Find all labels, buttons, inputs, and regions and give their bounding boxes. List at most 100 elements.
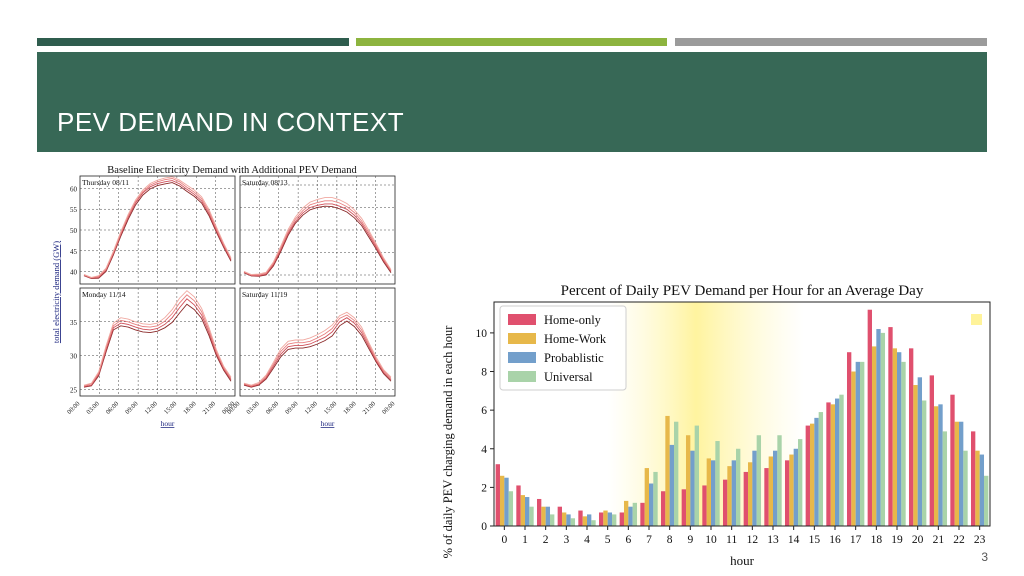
- y-tick-label: 40: [70, 269, 78, 277]
- line-panel: 40 45 50 55 60 Thursday 08/11: [70, 175, 236, 285]
- x-tick-label: 9: [687, 534, 693, 546]
- bar: [570, 518, 576, 526]
- y-tick-label: 55: [70, 206, 78, 214]
- bar: [649, 483, 654, 526]
- bar: [913, 385, 918, 526]
- bar: [669, 444, 675, 526]
- bar: [846, 352, 852, 526]
- bar: [722, 479, 728, 526]
- y-tick-label: 25: [70, 386, 78, 394]
- plot-frame: [493, 301, 991, 527]
- bar: [561, 512, 567, 526]
- y-tick-label: 2: [481, 482, 487, 494]
- bar: [929, 375, 934, 526]
- bar: [784, 460, 790, 526]
- bar: [984, 475, 989, 526]
- bar: [731, 460, 737, 526]
- line-panel: 25 30 35 Monday 11/14 00:00 03:00 06:00 09:00 12…: [66, 287, 236, 428]
- bar: [970, 431, 976, 526]
- bar: [508, 491, 514, 526]
- demand-line: [243, 197, 392, 275]
- x-tick-label: 10: [705, 534, 717, 546]
- x-tick-label: 03:00: [85, 400, 100, 415]
- bar: [628, 506, 633, 526]
- bar: [550, 514, 555, 526]
- bar: [830, 404, 835, 526]
- bar: [743, 471, 748, 526]
- x-tick-label: 3: [563, 534, 569, 546]
- demand-line: [243, 320, 392, 388]
- baseline-chart-title: Baseline Electricity Demand with Additio…: [107, 165, 357, 176]
- bar: [674, 421, 679, 526]
- bar: [768, 456, 773, 526]
- x-tick-label: 19: [891, 534, 903, 546]
- x-tick-label: 21:00: [362, 400, 377, 415]
- accent-bar-light-green: [356, 38, 667, 46]
- bar: [612, 514, 617, 526]
- bar: [665, 415, 670, 526]
- panel-label: Monday 11/14: [82, 290, 126, 299]
- demand-line: [83, 294, 232, 387]
- accent-bar-dark-green: [37, 38, 349, 46]
- bar: [644, 468, 649, 526]
- bar: [727, 466, 732, 526]
- x-tick-label: 00:00: [66, 400, 81, 415]
- x-tick-label: 16: [829, 534, 841, 546]
- x-tick-label: 14: [788, 534, 800, 546]
- x-tick-label: 06:00: [265, 400, 280, 415]
- highlight-legend-swatch: [971, 314, 982, 325]
- legend-swatch: [508, 371, 536, 382]
- bar-chart-title: Percent of Daily PEV Demand per Hour for…: [561, 283, 924, 299]
- bar: [954, 421, 959, 526]
- bar: [777, 435, 782, 526]
- bar: [835, 398, 840, 526]
- bar: [764, 468, 769, 526]
- bar: [876, 329, 881, 526]
- panel-label: Thursday 08/11: [82, 178, 129, 187]
- bar: [632, 502, 638, 526]
- bar: [938, 404, 943, 526]
- legend-swatch: [508, 352, 536, 363]
- x-tick-label: 15:00: [163, 400, 178, 415]
- bar: [603, 510, 608, 526]
- bar: [591, 520, 596, 526]
- y-tick-label: 4: [481, 444, 487, 456]
- bar: [860, 361, 865, 526]
- bar: [942, 431, 948, 526]
- x-tick-label: 09:00: [124, 400, 139, 415]
- x-tick-label: 12:00: [143, 400, 158, 415]
- bar: [504, 477, 509, 526]
- bar: [867, 309, 872, 526]
- bar: [736, 448, 741, 526]
- x-tick-label: 15:00: [323, 400, 338, 415]
- bar: [798, 439, 803, 526]
- bar: [917, 377, 923, 526]
- x-tick-label: 03:00: [245, 400, 260, 415]
- x-tick-label: 18:00: [342, 400, 357, 415]
- legend-label: Probablistic: [544, 351, 604, 365]
- bar: [702, 485, 707, 526]
- accent-bar-gray: [675, 38, 987, 46]
- legend-swatch: [508, 314, 536, 325]
- bar: [681, 489, 686, 526]
- baseline-chart-ylabel: total electricity demand (GW): [51, 241, 61, 343]
- y-tick-label: 45: [70, 248, 78, 256]
- x-tick-label: 5: [605, 534, 611, 546]
- x-tick-label: 21: [933, 534, 945, 546]
- y-tick-label: 60: [70, 185, 78, 193]
- bar: [888, 327, 893, 526]
- bar: [963, 450, 968, 526]
- x-tick-label: 6: [625, 534, 631, 546]
- bar: [495, 464, 500, 526]
- bar: [499, 475, 505, 526]
- slide-number: 3: [981, 550, 988, 564]
- legend-label: Home-only: [544, 313, 602, 327]
- bar: [545, 506, 551, 526]
- x-tick-label: 09:00: [284, 400, 299, 415]
- x-tick-label: 8: [667, 534, 673, 546]
- x-tick-label: 21:00: [202, 400, 217, 415]
- y-tick-label: 0: [481, 521, 487, 533]
- y-tick-label: 6: [481, 405, 487, 417]
- bar: [855, 361, 861, 526]
- bar: [851, 371, 856, 526]
